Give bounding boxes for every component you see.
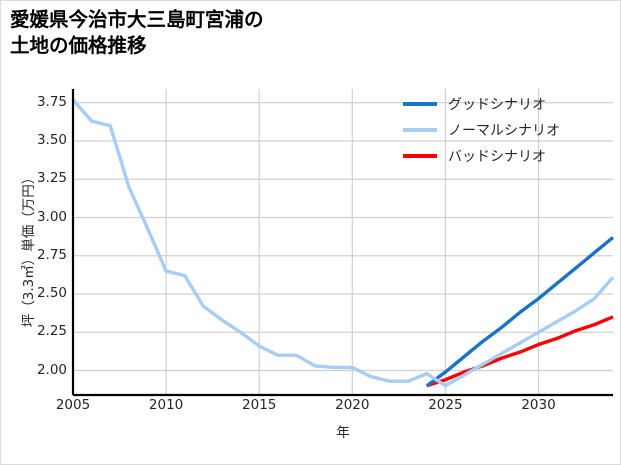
x-axis-title: 年	[336, 425, 350, 441]
legend-color-swatch	[403, 102, 437, 106]
y-tick-label: 3.75	[36, 93, 67, 110]
legend-label: バッドシナリオ	[448, 149, 546, 165]
series-lines	[71, 98, 615, 388]
x-tick-label: 2015	[242, 397, 277, 413]
y-axis-title: 坪（3.3㎡）単価（万円）	[21, 170, 37, 328]
y-tick-label: 3.00	[36, 208, 67, 225]
chart-legend: グッドシナリオ ノーマルシナリオ バッドシナリオ	[403, 91, 609, 169]
y-tick-label: 3.50	[36, 132, 67, 149]
legend-item-good[interactable]: グッドシナリオ	[403, 91, 609, 117]
x-tick-label: 2020	[335, 397, 370, 413]
x-tick-label: 2010	[148, 397, 184, 413]
legend-item-normal[interactable]: ノーマルシナリオ	[403, 117, 609, 143]
legend-color-swatch	[403, 128, 437, 132]
legend-label: グッドシナリオ	[448, 97, 546, 113]
page-title: 愛媛県今治市大三島町宮浦の 土地の価格推移	[10, 8, 264, 57]
y-tick-label: 2.50	[36, 285, 67, 302]
plot-svg	[71, 89, 615, 397]
legend-item-bad[interactable]: バッドシナリオ	[403, 143, 609, 169]
x-tick-label: 2005	[55, 397, 91, 413]
y-tick-label: 3.25	[36, 170, 67, 187]
plot-area: 2.00 2.25 2.50 2.75 3.00 3.25 3.50 3.75 2005 201…	[21, 89, 615, 441]
legend-color-swatch	[403, 154, 437, 158]
y-tick-label: 2.00	[36, 361, 67, 378]
series-line	[426, 315, 614, 388]
series-line	[71, 98, 615, 388]
series-line	[425, 236, 615, 388]
x-tick-label: 2030	[521, 397, 556, 413]
legend-label: ノーマルシナリオ	[448, 123, 560, 139]
y-tick-label: 2.25	[36, 323, 67, 340]
y-tick-label: 2.75	[36, 246, 67, 263]
x-tick-label: 2025	[428, 397, 463, 413]
